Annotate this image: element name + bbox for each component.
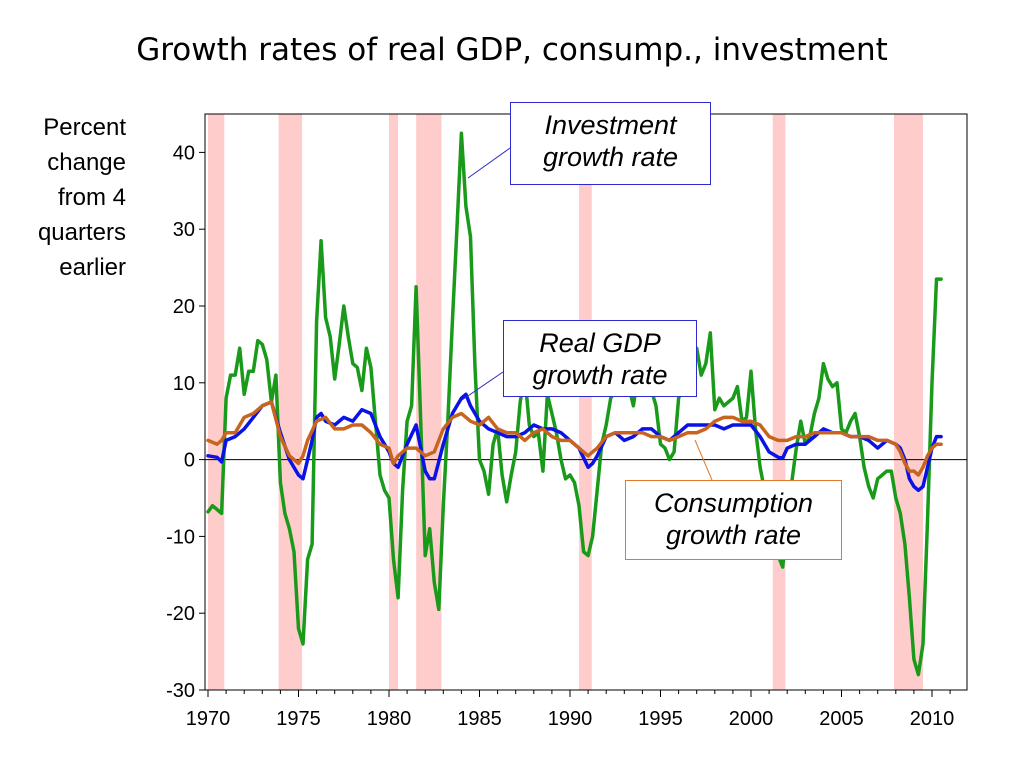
recession-band [772, 114, 786, 690]
x-tick-label: 1990 [548, 708, 593, 730]
callout-leader-lines [461, 147, 713, 481]
gdp-callout-line: growth rate [532, 360, 668, 390]
x-tick-label: 2005 [819, 708, 864, 730]
x-tick-label: 1970 [186, 708, 231, 730]
y-tick-label: 30 [173, 219, 195, 241]
recession-band [208, 114, 225, 690]
y-axis-label-line: Percent [43, 114, 126, 141]
x-tick-label: 1975 [276, 708, 321, 730]
y-axis-label-line: earlier [59, 254, 126, 281]
consumption-callout: Consumption growth rate [625, 480, 842, 560]
y-tick-label: -20 [166, 603, 195, 625]
investment-callout: Investment growth rate [510, 102, 711, 185]
y-axis-label-line: from 4 [57, 184, 126, 211]
data-series [206, 131, 943, 677]
x-tick-label: 2000 [729, 708, 774, 730]
consumption-callout-line: growth rate [665, 520, 802, 550]
y-tick-label: 20 [173, 296, 195, 318]
slide-title: Growth rates of real GDP, consump., inve… [136, 32, 888, 68]
y-tick-label: 40 [173, 142, 195, 164]
y-tick-label: -10 [166, 526, 195, 548]
y-axis-label-line: quarters [37, 219, 126, 246]
y-tick-label: -30 [166, 680, 195, 702]
recession-band [389, 114, 399, 690]
investment-callout-line: Investment [544, 110, 677, 140]
x-tick-label: 1985 [457, 708, 502, 730]
y-axis-label-line: change [47, 149, 126, 176]
y-tick-label: 0 [184, 450, 195, 472]
y-tick-label: 10 [173, 373, 195, 395]
investment-leader-line [467, 147, 511, 179]
x-tick-label: 1995 [638, 708, 683, 730]
x-tick-label: 1980 [367, 708, 412, 730]
recession-band [278, 114, 303, 690]
recession-band [579, 114, 592, 690]
investment-callout-line: growth rate [542, 142, 679, 172]
gdp-callout: Real GDP growth rate [503, 320, 697, 397]
y-axis-label: Percent change from 4 quarters earlier [8, 110, 126, 285]
investment-line [206, 131, 943, 677]
consumption-leader-line [694, 439, 713, 481]
consumption-callout-line: Consumption [653, 488, 814, 518]
consumption-line [206, 400, 943, 477]
gdp-leader-line [461, 371, 504, 401]
gdp-callout-line: Real GDP [539, 328, 661, 358]
x-tick-label: 2010 [910, 708, 955, 730]
axes: -30 -20 -10 0 10 20 30 40 1970 1975 1980 1985 1990 19… [166, 142, 967, 730]
